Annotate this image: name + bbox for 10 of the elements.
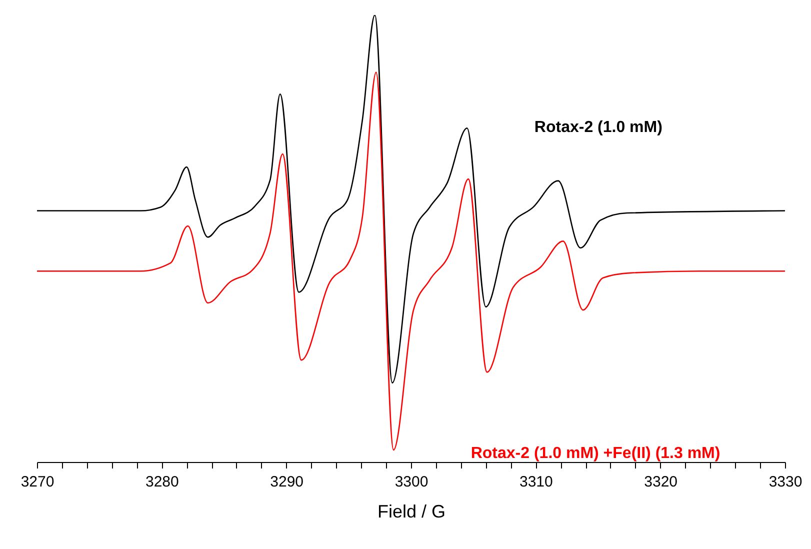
x-tick-label: 3310 [519, 474, 553, 490]
x-tick-label: 3300 [394, 474, 428, 490]
x-tick-label: 3280 [145, 474, 179, 490]
x-tick-label: 3290 [270, 474, 304, 490]
x-tick-label: 3320 [644, 474, 678, 490]
x-axis-title: Field / G [377, 502, 446, 522]
x-tick-label: 3270 [20, 474, 54, 490]
text: Rotax-2 (1.0 mM) [534, 118, 662, 136]
text: Rotax-2 (1.0 mM) +Fe(II) (1.3 mM) [470, 445, 720, 462]
x-tick-label: 3330 [768, 474, 802, 490]
